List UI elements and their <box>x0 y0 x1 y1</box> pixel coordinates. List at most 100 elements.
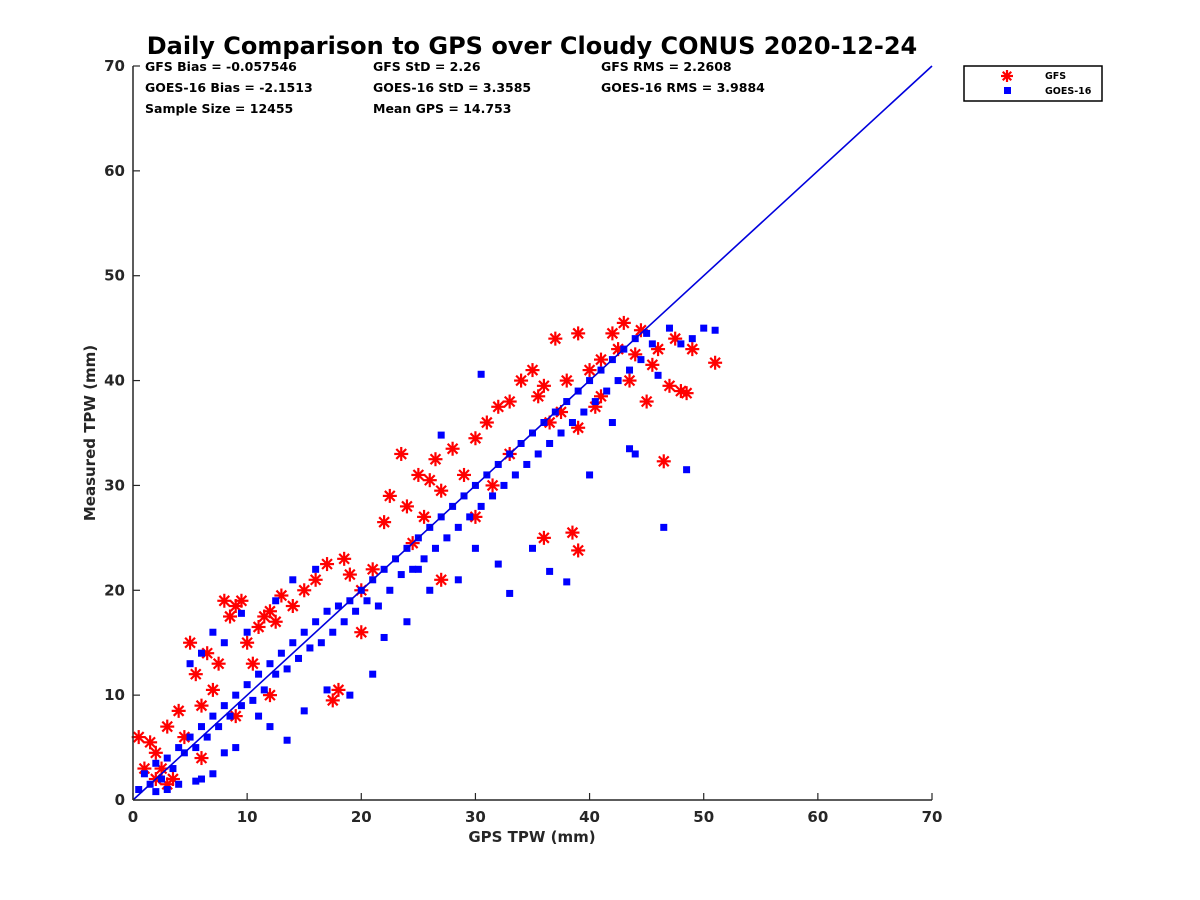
legend-box <box>963 65 1103 102</box>
legend: GFS GOES-16 <box>963 65 1103 102</box>
goes16-point <box>175 780 183 788</box>
goes16-point <box>249 696 257 704</box>
goes16-point <box>568 419 576 427</box>
x-tick-label: 10 <box>237 808 258 826</box>
goes16-point <box>243 628 251 636</box>
goes16-point <box>272 597 280 605</box>
goes16-point <box>477 502 485 510</box>
stat-goes-rms: GOES-16 RMS = 3.9884 <box>601 80 765 95</box>
chart-title: Daily Comparison to GPS over Cloudy CONU… <box>147 32 918 60</box>
goes16-point <box>232 691 240 699</box>
x-tick-label: 0 <box>128 808 138 826</box>
axes: 0 10 20 30 40 50 60 70 0 10 20 30 40 50 60 70 <box>104 57 942 826</box>
gfs-point <box>194 698 209 713</box>
gfs-point <box>394 446 409 461</box>
goes16-point <box>163 786 171 794</box>
gfs-point <box>399 499 414 514</box>
goes16-point <box>255 670 263 678</box>
goes16-point <box>380 633 388 641</box>
gfs-point <box>434 483 449 498</box>
goes16-point <box>209 712 217 720</box>
goes16-point <box>466 513 474 521</box>
gfs-point <box>148 745 163 760</box>
goes16-point <box>420 555 428 563</box>
goes16-point <box>471 544 479 552</box>
gfs-point <box>662 378 677 393</box>
goes16-point <box>374 602 382 610</box>
goes16-point <box>186 660 194 668</box>
y-tick-label: 50 <box>104 267 125 285</box>
goes16-point <box>152 759 160 767</box>
legend-gfs-asterisk <box>1001 70 1013 82</box>
goes16-point <box>289 576 297 584</box>
gfs-point <box>422 473 437 488</box>
gfs-point <box>593 352 608 367</box>
goes16-point <box>175 744 183 752</box>
plot-area <box>131 65 933 801</box>
goes16-point <box>665 324 673 332</box>
gfs-point <box>188 667 203 682</box>
gfs-point <box>571 543 586 558</box>
stat-mean-gps: Mean GPS = 14.753 <box>373 101 511 116</box>
goes16-point <box>546 567 554 575</box>
gfs-point <box>297 583 312 598</box>
goes16-point <box>711 326 719 334</box>
gfs-point <box>245 656 260 671</box>
goes16-point <box>197 723 205 731</box>
goes16-point <box>334 602 342 610</box>
gfs-point <box>382 488 397 503</box>
goes16-point <box>323 686 331 694</box>
goes16-point <box>614 377 622 385</box>
gfs-point <box>491 399 506 414</box>
goes16-point <box>237 702 245 710</box>
gfs-point <box>679 386 694 401</box>
x-tick-label: 30 <box>465 808 486 826</box>
gfs-point <box>262 604 277 619</box>
goes16-point <box>317 639 325 647</box>
goes16-point <box>443 534 451 542</box>
goes16-point <box>295 654 303 662</box>
goes16-point <box>454 523 462 531</box>
goes16-point <box>232 744 240 752</box>
gfs-point <box>434 572 449 587</box>
gfs-point <box>223 609 238 624</box>
goes16-point <box>226 712 234 720</box>
goes16-point <box>403 618 411 626</box>
goes16-point <box>603 387 611 395</box>
gfs-point <box>342 567 357 582</box>
x-tick-label: 40 <box>579 808 600 826</box>
gfs-point <box>285 599 300 614</box>
goes16-point <box>494 560 502 568</box>
gfs-point <box>143 735 158 750</box>
x-tick-label: 60 <box>807 808 828 826</box>
goes16-point <box>300 628 308 636</box>
gfs-point <box>417 509 432 524</box>
goes16-point <box>580 408 588 416</box>
gfs-point <box>131 730 146 745</box>
goes16-point <box>209 770 217 778</box>
gfs-point <box>365 562 380 577</box>
goes16-point <box>237 609 245 617</box>
x-tick-label: 20 <box>351 808 372 826</box>
goes16-point <box>135 786 143 794</box>
stats-block: GFS Bias = -0.057546 GFS StD = 2.26 GFS … <box>145 59 765 116</box>
goes16-point <box>386 586 394 594</box>
goes16-point <box>586 471 594 479</box>
gfs-point <box>571 326 586 341</box>
goes16-point <box>312 565 320 573</box>
goes16-point <box>186 733 194 741</box>
goes16-point <box>220 749 228 757</box>
goes16-point <box>397 571 405 579</box>
gfs-point <box>240 635 255 650</box>
stat-sample-size: Sample Size = 12455 <box>145 101 293 116</box>
y-tick-label: 10 <box>104 686 125 704</box>
gfs-point <box>428 452 443 467</box>
goes16-point <box>266 660 274 668</box>
goes16-point <box>272 670 280 678</box>
gfs-point <box>171 703 186 718</box>
goes16-point <box>260 686 268 694</box>
gfs-point <box>485 478 500 493</box>
goes16-point <box>683 466 691 474</box>
stat-goes-std: GOES-16 StD = 3.3585 <box>373 80 531 95</box>
goes16-point <box>266 723 274 731</box>
